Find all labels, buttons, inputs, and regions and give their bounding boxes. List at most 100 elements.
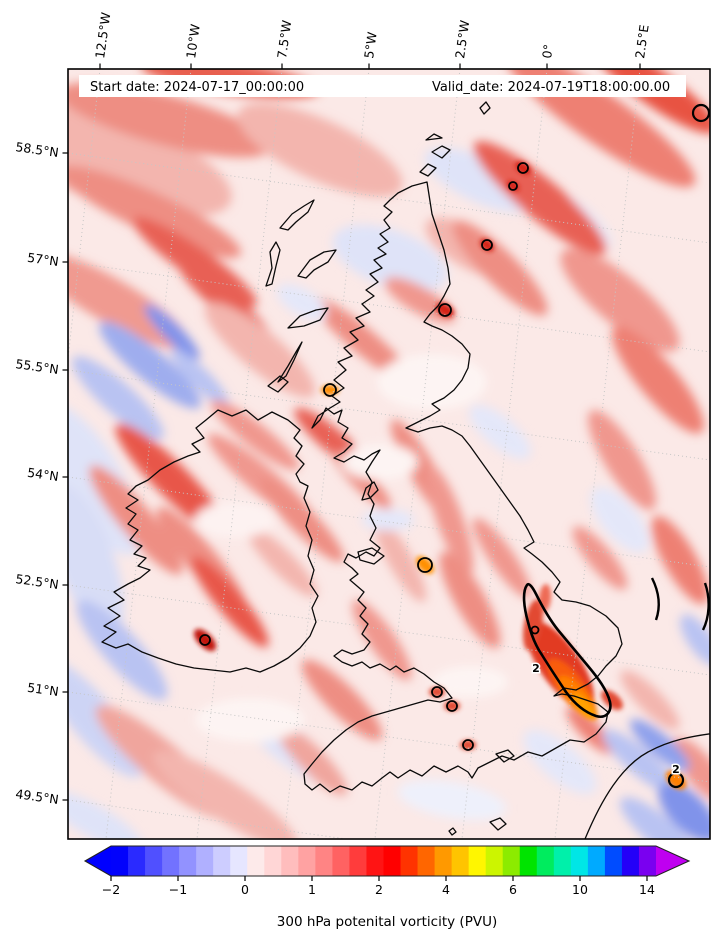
- longitude-tick-label: 10°W: [183, 23, 203, 59]
- colorbar-tick-label: −2: [102, 882, 120, 897]
- parallel-line: [68, 799, 350, 839]
- coastline-small-islands: [357, 481, 515, 836]
- longitude-tick-label: 7.5°W: [274, 19, 294, 59]
- colorbar-segment: [332, 846, 351, 876]
- pv-contour-lines: [199, 103, 710, 789]
- colorbar-segment: [349, 846, 368, 876]
- pv-blob: [89, 465, 183, 575]
- latitude-tick-label: 49.5°N: [15, 786, 60, 807]
- latitude-tick-label: 55.5°N: [15, 356, 60, 377]
- colorbar-segment: [298, 846, 316, 876]
- contour-label-2: 2: [672, 763, 680, 776]
- colorbar-segment: [604, 846, 623, 876]
- longitude-axis: 12.5°W 10°W 7.5°W 5°W 2.5°W 0° 2.5°E: [92, 11, 652, 69]
- coastline-france: [584, 733, 710, 839]
- colorbar-segment: [502, 846, 521, 876]
- colorbar-segment: [621, 846, 640, 876]
- colorbar-segment: [468, 846, 487, 876]
- pv-blob: [473, 141, 607, 255]
- contour-ring: [431, 686, 443, 698]
- pv-blob: [191, 556, 269, 648]
- date-overlay-background: [79, 75, 686, 97]
- contour-ring: [481, 239, 493, 251]
- colorbar-segment: [315, 846, 334, 876]
- colorbar-segment: [213, 846, 231, 876]
- pv-blob: [611, 326, 705, 434]
- graticule-gridlines: [68, 69, 710, 839]
- coastline-orkney-shetland: [419, 101, 491, 177]
- colorbar-tick-label: −1: [169, 882, 187, 897]
- pv-blob: [572, 526, 628, 590]
- pv-blob: [152, 750, 298, 839]
- pv-blob: [237, 103, 403, 197]
- pv-blob: [211, 399, 299, 471]
- pv-blob: [342, 444, 418, 480]
- colorbar-segment: [417, 846, 436, 876]
- latitude-tick-label: 51°N: [26, 680, 59, 699]
- contour-arc-norfolk: [650, 577, 660, 621]
- parallel-line: [68, 152, 710, 244]
- pv-blob: [384, 277, 456, 323]
- date-overlay: Start date: 2024-07-17_00:00:00 Valid_da…: [79, 75, 686, 97]
- coastline-great-britain: [303, 181, 623, 793]
- colorbar-segment: [485, 846, 504, 876]
- longitude-tick-label: 2.5°W: [452, 19, 472, 59]
- colorbar-tick-label: 1: [308, 882, 316, 897]
- contour-ring: [438, 303, 452, 317]
- colorbar-segment: [451, 846, 470, 876]
- colorbar-tick-label: 10: [572, 882, 588, 897]
- latitude-axis: 58.5°N 57°N 55.5°N 54°N 52.5°N 51°N 49.5°N: [15, 139, 68, 807]
- pv-blob: [658, 782, 710, 839]
- pv-blob: [195, 698, 305, 742]
- colorbar-tick-label: 0: [241, 882, 249, 897]
- longitude-tick-label: 2.5°E: [632, 24, 652, 60]
- colorbar-segment: [281, 846, 299, 876]
- pv-blob: [68, 83, 232, 217]
- pv-blob: [671, 737, 710, 803]
- latitude-tick-label: 58.5°N: [15, 139, 60, 160]
- colorbar-segment: [128, 846, 146, 876]
- contour-ring: [530, 625, 540, 635]
- map-border: [67, 68, 711, 840]
- contour-label-2: 2: [532, 662, 540, 675]
- colorbar-segment: [196, 846, 214, 876]
- colorbar-tick-label: 4: [442, 882, 450, 897]
- coastline-hebrides: [265, 199, 337, 393]
- contour-ring: [417, 557, 433, 573]
- pv-blob: [144, 304, 200, 360]
- pv-blob: [362, 509, 414, 531]
- colorbar-segment: [536, 846, 555, 876]
- pv-blob: [68, 791, 144, 839]
- colorbar-segment: [553, 846, 572, 876]
- latitude-tick-label: 52.5°N: [15, 571, 60, 592]
- pv-blob: [560, 248, 680, 352]
- pv-blob: [651, 515, 709, 605]
- pv-blob: [424, 147, 536, 213]
- pv-streamer-outline: [522, 582, 612, 718]
- pv-blob: [588, 409, 656, 511]
- pv-blob: [439, 551, 501, 649]
- pv-blob: [68, 658, 144, 778]
- colorbar-segment: [247, 846, 265, 876]
- pv-blob: [566, 706, 614, 754]
- pv-blob: [523, 729, 597, 795]
- pv-blob: [68, 484, 124, 636]
- pv-blob: [170, 348, 230, 408]
- colorbar-over-arrow: [656, 846, 689, 876]
- contour-ring: [462, 739, 474, 751]
- pv-blob: [193, 628, 217, 652]
- pv-blob: [72, 356, 164, 440]
- colorbar-segment: [179, 846, 197, 876]
- contour-ring: [323, 383, 337, 397]
- colorbar-segment: [162, 846, 180, 876]
- pv-blob: [590, 487, 650, 553]
- pv-blob: [377, 354, 487, 410]
- longitude-tick-label: 0°: [539, 43, 556, 59]
- pv-blob: [469, 405, 531, 459]
- pv-field: [68, 69, 710, 839]
- contour-ring: [517, 162, 529, 174]
- pv-blob: [373, 518, 427, 602]
- latitude-tick-label: 54°N: [26, 465, 59, 484]
